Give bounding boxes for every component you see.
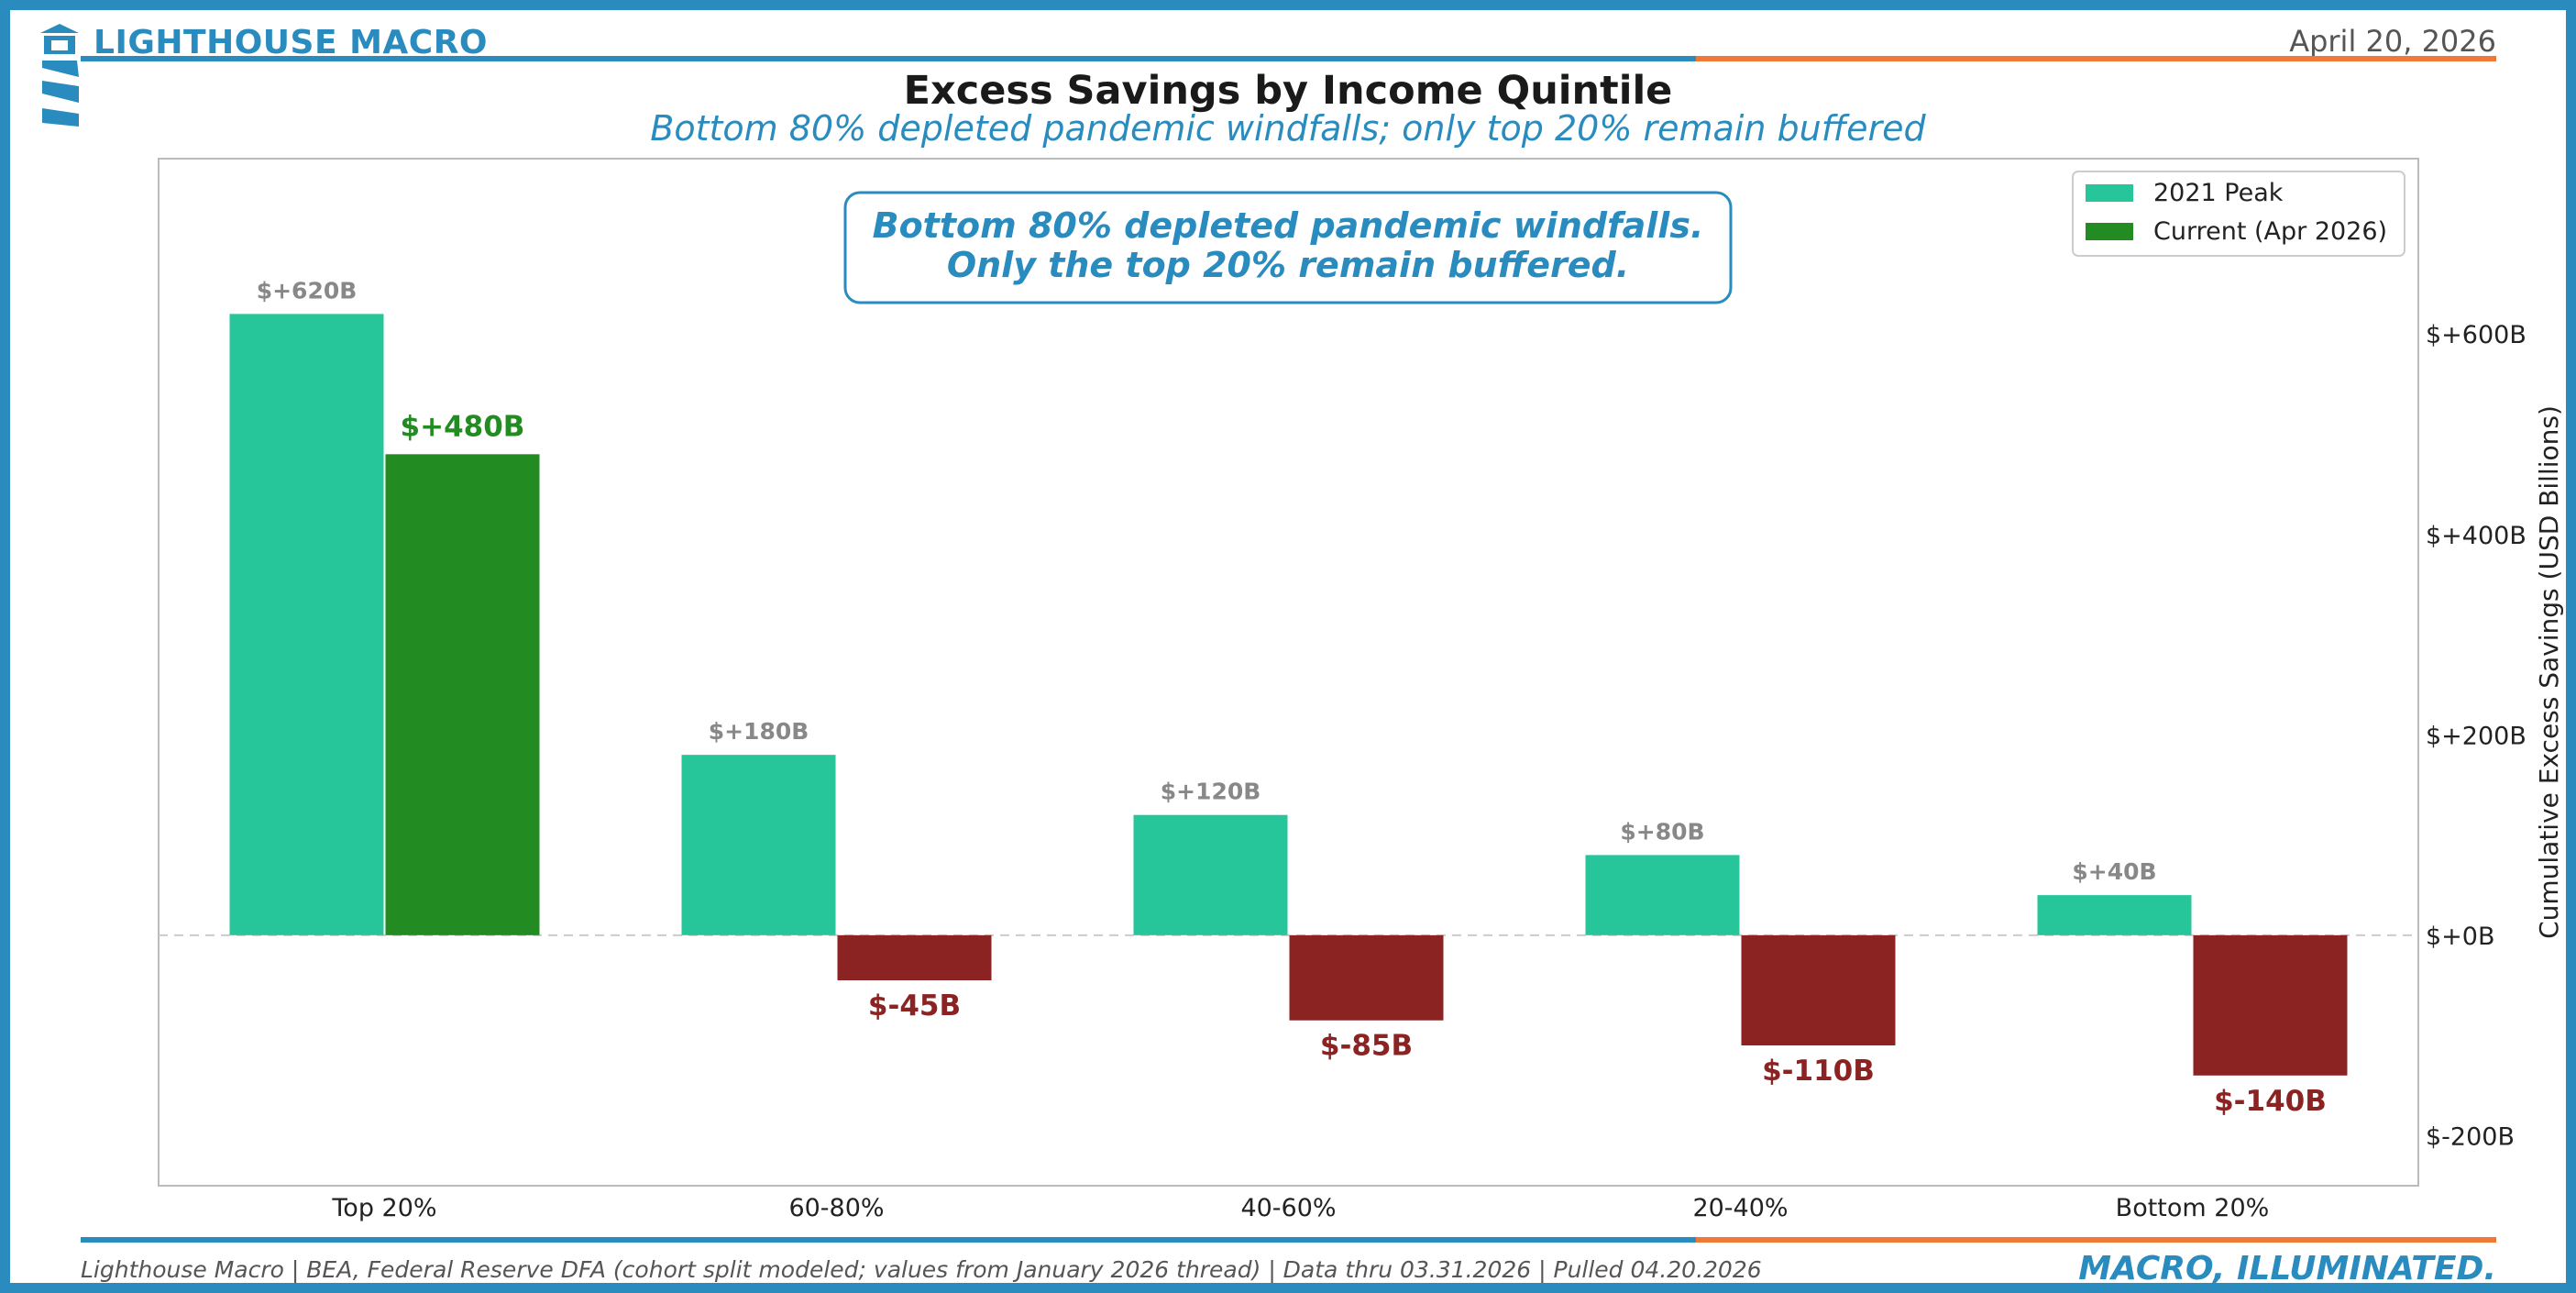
legend-swatch-current: [2086, 223, 2133, 240]
source-note: Lighthouse Macro | BEA, Federal Reserve …: [81, 1256, 1762, 1283]
y-tick-label-4: $+400B: [2426, 522, 2526, 550]
footer-rule-orange: [1696, 1237, 2496, 1243]
footer-rule-blue: [81, 1237, 1696, 1243]
current-bar-1: [385, 454, 540, 935]
current-bar-3: [1289, 934, 1444, 1021]
chart-title: Excess Savings by Income Quintile: [903, 68, 1673, 114]
legend-box: [2072, 171, 2405, 257]
y-tick-label-2: $+0B: [2426, 923, 2495, 951]
x-tick-label-4: 20-40%: [1692, 1194, 1788, 1222]
current-bar-2: [837, 934, 992, 980]
chart-subtitle: Bottom 80% depleted pandemic windfalls; …: [650, 108, 1926, 149]
current-bar-5: [2193, 934, 2348, 1076]
lighthouse-logo-icon: [40, 24, 79, 127]
legend-label-current: Current (Apr 2026): [2153, 217, 2387, 246]
peak-value-label-4: $+80B: [1620, 818, 1704, 845]
x-tick-label-2: 60-80%: [788, 1194, 884, 1222]
peak-value-label-1: $+620B: [257, 277, 358, 304]
brand-name: LIGHTHOUSE MACRO: [94, 24, 489, 61]
tagline: MACRO, ILLUMINATED.: [2078, 1250, 2496, 1287]
current-value-label-4: $-110B: [1762, 1055, 1875, 1088]
current-value-label-2: $-45B: [868, 989, 961, 1022]
x-tick-label-3: 40-60%: [1240, 1194, 1336, 1222]
legend-swatch-peak: [2086, 184, 2133, 202]
y-tick-label-5: $+600B: [2426, 321, 2526, 349]
peak-value-label-3: $+120B: [1161, 779, 1261, 805]
plot-area-frame: [158, 158, 2419, 1187]
header-rule-orange: [1696, 56, 2496, 61]
peak-bar-3: [1133, 814, 1288, 935]
current-bar-4: [1741, 934, 1896, 1046]
peak-bar-1: [229, 314, 384, 935]
x-tick-label-1: Top 20%: [331, 1194, 436, 1222]
peak-value-label-2: $+180B: [709, 718, 809, 745]
annotation-box: [843, 191, 1733, 304]
current-value-label-5: $-140B: [2214, 1085, 2327, 1118]
header-rule-blue: [81, 56, 1696, 61]
peak-bar-2: [681, 755, 836, 935]
y-tick-label-1: $-200B: [2426, 1122, 2515, 1151]
peak-value-label-5: $+40B: [2072, 858, 2156, 885]
report-date: April 20, 2026: [2289, 24, 2496, 59]
legend-label-peak: 2021 Peak: [2153, 179, 2284, 207]
x-tick-label-5: Bottom 20%: [2116, 1194, 2270, 1222]
current-value-label-3: $-85B: [1320, 1030, 1413, 1063]
annotation-line-2: Only the top 20% remain buffered.: [947, 245, 1629, 285]
y-axis-label: Cumulative Excess Savings (USD Billions): [2534, 405, 2564, 939]
peak-bar-5: [2037, 895, 2192, 935]
annotation-line-1: Bottom 80% depleted pandemic windfalls.: [873, 205, 1704, 246]
y-tick-label-3: $+200B: [2426, 722, 2526, 750]
current-value-label-1: $+480B: [401, 410, 525, 443]
peak-bar-4: [1585, 855, 1740, 935]
